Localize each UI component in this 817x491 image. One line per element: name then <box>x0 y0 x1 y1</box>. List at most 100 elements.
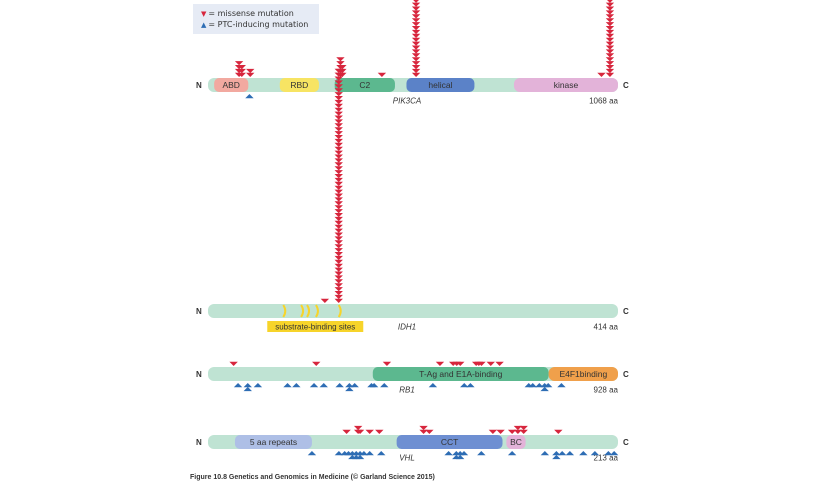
missense-mutation-marker <box>365 429 374 434</box>
missense-mutation-marker <box>334 162 343 167</box>
substrate-binding-site <box>315 304 319 318</box>
missense-mutation-marker <box>411 37 421 42</box>
ptc-mutation-marker <box>460 383 469 388</box>
missense-mutation-marker <box>411 45 421 50</box>
missense-mutation-marker <box>605 57 615 62</box>
ptc-mutation-marker <box>590 451 600 456</box>
missense-mutation-marker <box>334 158 343 163</box>
missense-mutation-marker <box>334 209 343 214</box>
ptc-mutation-marker <box>552 451 561 456</box>
protein-length: 1068 aa <box>589 97 618 106</box>
domain-label: CCT <box>441 437 458 447</box>
binding-sites-label: substrate-binding sites <box>275 323 355 332</box>
missense-mutation-marker <box>334 193 343 198</box>
substrate-binding-site <box>300 304 305 318</box>
missense-mutation-marker <box>334 142 343 147</box>
protein-length: 928 aa <box>594 386 619 395</box>
protein-backbone <box>208 304 618 318</box>
ptc-mutation-marker <box>319 383 328 388</box>
missense-mutation-marker <box>334 197 343 202</box>
legend-missense-label: = missense mutation <box>208 9 294 18</box>
missense-mutation-marker <box>312 361 321 366</box>
missense-mutation-marker <box>486 361 495 366</box>
domain-kinase <box>513 78 618 92</box>
ptc-mutation-marker <box>359 451 369 456</box>
missense-mutation-marker <box>237 68 246 74</box>
legend-ptc: ▲ = PTC-inducing mutation <box>201 20 308 29</box>
missense-mutation-marker <box>411 57 421 62</box>
ptc-mutation-marker <box>557 383 566 388</box>
ptc-mutation-marker <box>335 383 344 388</box>
missense-mutation-marker <box>334 185 343 190</box>
missense-mutation-marker <box>411 18 421 23</box>
missense-mutation-marker <box>605 49 615 54</box>
missense-mutation-marker <box>605 37 615 42</box>
missense-mutation-marker <box>334 166 343 171</box>
ptc-mutation-marker <box>428 383 438 388</box>
ptc-mutation-marker <box>528 383 537 388</box>
ptc-mutation-marker <box>334 451 344 456</box>
ptc-mutation-marker <box>565 451 575 456</box>
missense-mutation-marker <box>334 181 343 186</box>
missense-mutation-marker <box>605 14 615 19</box>
missense-mutation-marker <box>334 84 343 89</box>
missense-mutation-marker <box>334 146 343 151</box>
binding-sites-label-bg <box>267 321 364 332</box>
missense-mutation-marker <box>334 96 343 101</box>
missense-mutation-marker <box>375 429 384 434</box>
missense-mutation-marker <box>334 283 343 288</box>
domain-label: helical <box>428 80 452 90</box>
ptc-mutation-marker <box>466 383 475 388</box>
c-terminus-label: C <box>623 81 629 90</box>
ptc-mutation-marker <box>233 383 243 388</box>
missense-mutation-marker <box>605 33 615 38</box>
missense-mutation-marker <box>334 127 343 132</box>
ptc-mutation-marker <box>292 383 301 388</box>
missense-mutation-marker <box>605 29 615 35</box>
missense-mutation-marker <box>495 361 504 366</box>
missense-mutation-marker <box>605 6 615 11</box>
missense-mutation-marker <box>334 92 343 97</box>
missense-mutation-marker <box>334 287 343 292</box>
missense-mutation-marker <box>334 232 343 237</box>
domain-label: T-Ag and E1A-binding <box>419 369 502 379</box>
missense-mutation-marker <box>605 53 615 58</box>
gene-name: VHL <box>399 454 415 463</box>
n-terminus-label: N <box>196 81 202 90</box>
ptc-mutation-marker <box>604 451 613 456</box>
ptc-mutation-marker <box>444 451 453 456</box>
missense-mutation-marker <box>411 33 421 38</box>
protein-idh1: substrate-binding sites N C IDH1 414 aa <box>196 68 629 332</box>
ptc-mutation-marker <box>552 454 561 460</box>
protein-length: 213 aa <box>594 454 619 463</box>
ptc-mutation-marker <box>377 451 386 456</box>
domain-rbd <box>279 78 319 92</box>
missense-mutation-marker <box>411 41 421 46</box>
domain-label: BC <box>510 437 522 447</box>
missense-mutation-marker <box>334 135 343 140</box>
ptc-mutation-marker <box>477 451 486 456</box>
ptc-mutation-marker <box>540 451 550 456</box>
missense-mutation-marker <box>334 248 343 253</box>
c-terminus-label: C <box>623 438 629 447</box>
protein-length: 414 aa <box>594 323 619 332</box>
missense-mutation-marker <box>605 45 615 50</box>
missense-mutation-marker <box>382 361 392 366</box>
missense-mutation-marker <box>456 361 465 366</box>
domain-label: 5 aa repeats <box>250 437 297 447</box>
missense-mutation-marker <box>342 429 351 434</box>
c-terminus-label: C <box>623 370 629 379</box>
ptc-mutation-marker <box>309 383 319 388</box>
missense-mutation-marker <box>597 72 606 77</box>
missense-mutation-marker <box>411 10 421 15</box>
ptc-mutation-marker <box>535 383 544 388</box>
domain-label: E4F1binding <box>559 369 607 379</box>
missense-mutation-marker <box>605 61 615 66</box>
missense-mutation-marker <box>411 61 421 66</box>
missense-mutation-marker <box>411 22 421 27</box>
missense-mutation-marker <box>605 41 615 46</box>
missense-mutation-marker <box>334 271 343 276</box>
missense-mutation-marker <box>411 68 421 74</box>
missense-mutation-marker <box>334 224 343 229</box>
missense-mutation-marker <box>605 10 615 15</box>
